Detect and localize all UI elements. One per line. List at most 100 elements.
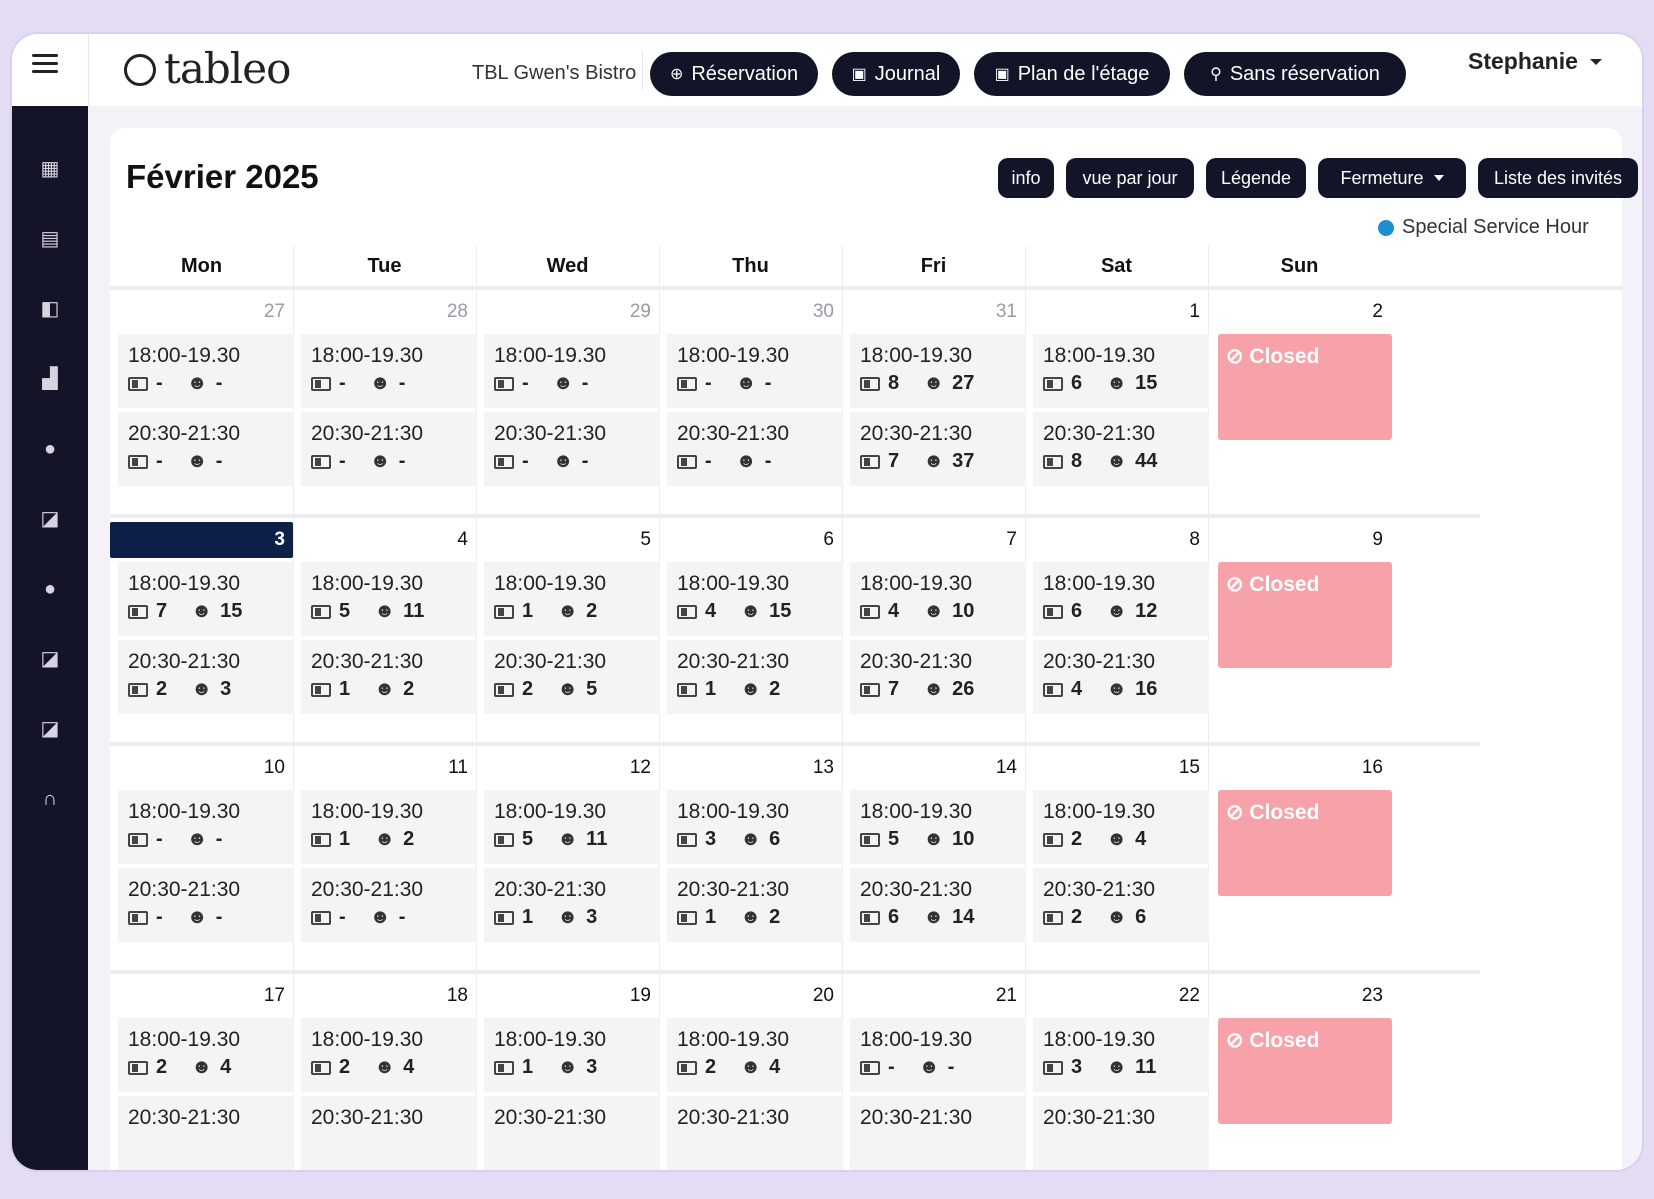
service-slot[interactable]: 20:30-21:30 — [1033, 1096, 1209, 1170]
reservation-button[interactable]: ⊕ Réservation — [650, 52, 818, 96]
day-number[interactable]: 17 — [263, 985, 285, 1006]
service-slot[interactable]: 18:00-19.30 1 ☻ 3 — [484, 1018, 660, 1092]
edit-icon[interactable]: ◪ — [40, 508, 60, 530]
service-slot[interactable]: 20:30-21:30- ☻ - — [301, 412, 477, 486]
day-number[interactable]: 21 — [995, 985, 1017, 1006]
service-slot[interactable]: 18:00-19.30 3 ☻ 6 — [667, 790, 843, 864]
service-slot[interactable]: 18:00-19.30- ☻ - — [301, 334, 477, 408]
service-slot[interactable]: 20:30-21:30 — [667, 1096, 843, 1170]
day-view-button[interactable]: vue par jour — [1066, 158, 1194, 198]
service-slot[interactable]: 20:30-21:30 — [484, 1096, 660, 1170]
day-number[interactable]: 10 — [263, 757, 285, 778]
service-slot[interactable]: 20:30-21:30 2 ☻ 5 — [484, 640, 660, 714]
service-slot[interactable]: 18:00-19.30 5 ☻ 11 — [484, 790, 660, 864]
dashboard-icon[interactable]: ▦ — [40, 158, 60, 180]
service-slot[interactable]: 18:00-19.30 2 ☻ 4 — [1033, 790, 1209, 864]
service-slot[interactable]: 20:30-21:30- ☻ - — [301, 868, 477, 942]
service-slot[interactable]: 20:30-21:30 7 ☻ 26 — [850, 640, 1026, 714]
book-icon[interactable]: ◧ — [40, 298, 60, 320]
day-number[interactable]: 15 — [1178, 757, 1200, 778]
logo[interactable]: tableo — [124, 44, 291, 93]
day-number[interactable]: 7 — [1006, 529, 1017, 550]
edit-icon[interactable]: ◪ — [40, 718, 60, 740]
service-slot[interactable]: 18:00-19.30 3 ☻ 11 — [1033, 1018, 1209, 1092]
service-slot[interactable]: 20:30-21:30- ☻ - — [667, 412, 843, 486]
service-slot[interactable]: 18:00-19.30 5 ☻ 11 — [301, 562, 477, 636]
service-slot[interactable]: 18:00-19.30 1 ☻ 2 — [484, 562, 660, 636]
day-number[interactable]: 22 — [1178, 985, 1200, 1006]
guest-list-button[interactable]: Liste des invités — [1478, 158, 1638, 198]
day-number[interactable]: 14 — [995, 757, 1017, 778]
walk-in-button[interactable]: ⚲ Sans réservation — [1184, 52, 1406, 96]
headset-icon[interactable]: ∩ — [42, 788, 58, 810]
service-slot[interactable]: 18:00-19.30- ☻ - — [484, 334, 660, 408]
day-number[interactable]: 6 — [823, 529, 834, 550]
day-number[interactable]: 20 — [812, 985, 834, 1006]
day-number[interactable]: 16 — [1361, 757, 1383, 778]
closed-block[interactable]: ⊘ Closed — [1218, 334, 1392, 440]
day-number[interactable]: 29 — [629, 301, 651, 322]
service-slot[interactable]: 20:30-21:30 1 ☻ 3 — [484, 868, 660, 942]
service-slot[interactable]: 20:30-21:30 — [850, 1096, 1026, 1170]
chart-icon[interactable]: ▟ — [42, 368, 58, 390]
calendar-icon[interactable]: ▤ — [40, 228, 60, 250]
service-slot[interactable]: 18:00-19.30- ☻ - — [667, 334, 843, 408]
journal-button[interactable]: ▣ Journal — [832, 52, 960, 96]
service-slot[interactable]: 18:00-19.30 1 ☻ 2 — [301, 790, 477, 864]
service-slot[interactable]: 20:30-21:30- ☻ - — [118, 412, 294, 486]
closed-block[interactable]: ⊘ Closed — [1218, 790, 1392, 896]
day-number[interactable]: 5 — [640, 529, 651, 550]
closed-block[interactable]: ⊘ Closed — [1218, 1018, 1392, 1124]
day-number[interactable]: 12 — [629, 757, 651, 778]
service-slot[interactable]: 20:30-21:30 6 ☻ 14 — [850, 868, 1026, 942]
day-number[interactable]: 1 — [1189, 301, 1200, 322]
service-slot[interactable]: 20:30-21:30 2 ☻ 3 — [118, 640, 294, 714]
day-number[interactable]: 8 — [1189, 529, 1200, 550]
service-slot[interactable]: 18:00-19.30 6 ☻ 12 — [1033, 562, 1209, 636]
day-number[interactable]: 23 — [1361, 985, 1383, 1006]
edit-icon[interactable]: ◪ — [40, 648, 60, 670]
service-slot[interactable]: 20:30-21:30 — [301, 1096, 477, 1170]
day-number[interactable]: 19 — [629, 985, 651, 1006]
closure-dropdown[interactable]: Fermeture — [1318, 158, 1466, 198]
service-slot[interactable]: 20:30-21:30 1 ☻ 2 — [667, 640, 843, 714]
menu-icon[interactable] — [32, 54, 58, 74]
user-icon[interactable]: ● — [43, 438, 57, 460]
service-slot[interactable]: 20:30-21:30 1 ☻ 2 — [667, 868, 843, 942]
service-slot[interactable]: 20:30-21:30 1 ☻ 2 — [301, 640, 477, 714]
service-slot[interactable]: 18:00-19.30- ☻ - — [850, 1018, 1026, 1092]
day-number[interactable]: 11 — [448, 757, 468, 778]
service-slot[interactable]: 18:00-19.30- ☻ - — [118, 790, 294, 864]
service-slot[interactable]: 20:30-21:30 7 ☻ 37 — [850, 412, 1026, 486]
closed-block[interactable]: ⊘ Closed — [1218, 562, 1392, 668]
service-slot[interactable]: 20:30-21:30 8 ☻ 44 — [1033, 412, 1209, 486]
info-button[interactable]: info — [998, 158, 1054, 198]
day-number[interactable]: 28 — [446, 301, 468, 322]
day-number[interactable]: 9 — [1372, 529, 1383, 550]
service-slot[interactable]: 18:00-19.30 8 ☻ 27 — [850, 334, 1026, 408]
day-number[interactable]: 13 — [812, 757, 834, 778]
service-slot[interactable]: 18:00-19.30 2 ☻ 4 — [118, 1018, 294, 1092]
service-slot[interactable]: 18:00-19.30 2 ☻ 4 — [301, 1018, 477, 1092]
legend-button[interactable]: Légende — [1206, 158, 1306, 198]
service-slot[interactable]: 18:00-19.30 5 ☻ 10 — [850, 790, 1026, 864]
service-slot[interactable]: 18:00-19.30 2 ☻ 4 — [667, 1018, 843, 1092]
user-menu[interactable]: Stephanie — [1468, 48, 1602, 75]
service-slot[interactable]: 20:30-21:30 4 ☻ 16 — [1033, 640, 1209, 714]
service-slot[interactable]: 18:00-19.30 4 ☻ 15 — [667, 562, 843, 636]
service-slot[interactable]: 18:00-19.30 7 ☻ 15 — [118, 562, 294, 636]
floor-plan-button[interactable]: ▣ Plan de l'étage — [974, 52, 1170, 96]
day-number[interactable]: 31 — [995, 301, 1017, 322]
user-icon[interactable]: ● — [43, 578, 57, 600]
day-number[interactable]: 3 — [110, 522, 293, 558]
service-slot[interactable]: 18:00-19.30 4 ☻ 10 — [850, 562, 1026, 636]
service-slot[interactable]: 20:30-21:30- ☻ - — [484, 412, 660, 486]
service-slot[interactable]: 18:00-19.30- ☻ - — [118, 334, 294, 408]
service-slot[interactable]: 20:30-21:30- ☻ - — [118, 868, 294, 942]
service-slot[interactable]: 18:00-19.30 6 ☻ 15 — [1033, 334, 1209, 408]
day-number[interactable]: 18 — [446, 985, 468, 1006]
day-number[interactable]: 30 — [812, 301, 834, 322]
day-number[interactable]: 4 — [457, 529, 468, 550]
service-slot[interactable]: 20:30-21:30 — [118, 1096, 294, 1170]
day-number[interactable]: 27 — [263, 301, 285, 322]
